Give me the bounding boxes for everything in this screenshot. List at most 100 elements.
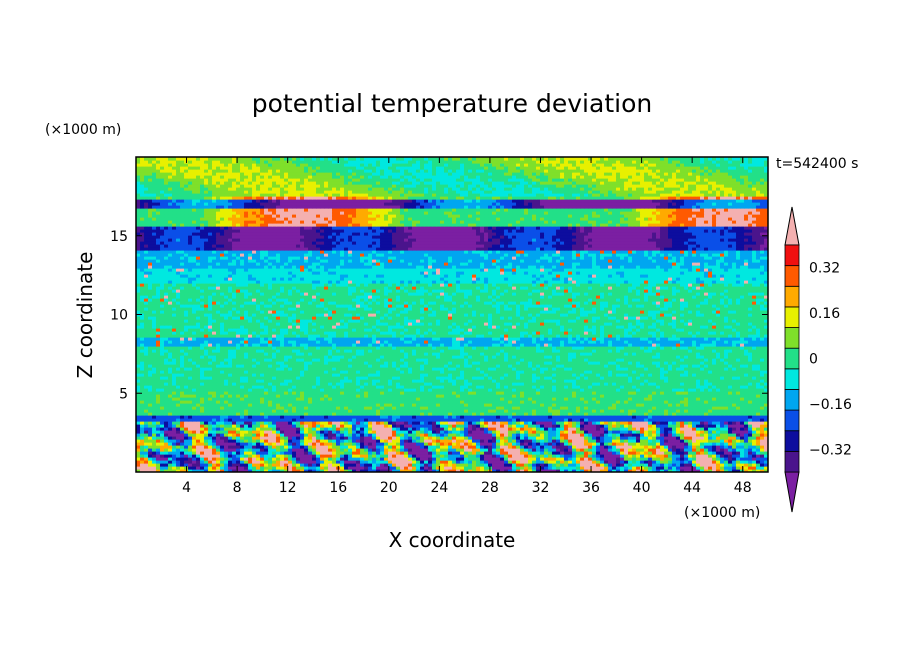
heatmap-cell (612, 460, 617, 464)
heatmap-cell (404, 463, 409, 467)
heatmap-cell (332, 460, 337, 464)
heatmap-cell (748, 451, 753, 455)
heatmap-cell (160, 466, 165, 470)
heatmap-cell (412, 466, 417, 470)
heatmap-cell (268, 448, 273, 452)
heatmap-cell (584, 445, 589, 449)
heatmap-cell (312, 457, 317, 461)
heatmap-cell (756, 448, 761, 452)
heatmap-cell (500, 457, 505, 461)
heatmap-cell (568, 445, 573, 449)
heatmap-cell (636, 463, 641, 467)
heatmap-cell (484, 445, 489, 449)
heatmap-cell (172, 460, 177, 464)
heatmap-cell (708, 460, 713, 464)
heatmap-cell (448, 463, 453, 467)
heatmap-cell (364, 445, 369, 449)
heatmap-cell (212, 457, 217, 461)
heatmap-cell (200, 445, 205, 449)
heatmap-cell (480, 460, 485, 464)
heatmap-cell (524, 457, 529, 461)
heatmap-cell (364, 466, 369, 470)
heatmap-cell (532, 451, 537, 455)
heatmap-cell (540, 463, 545, 467)
heatmap-cell (536, 457, 541, 461)
heatmap-cell (144, 451, 149, 455)
heatmap-cell (492, 457, 497, 461)
heatmap-cell (412, 451, 417, 455)
heatmap-cell (480, 448, 485, 452)
heatmap-cell (628, 454, 633, 458)
heatmap-cell (420, 469, 425, 472)
heatmap-cell (476, 469, 481, 472)
heatmap-cell (716, 448, 721, 452)
heatmap-cell (208, 448, 213, 452)
heatmap-cell (452, 466, 457, 470)
heatmap-cell (588, 469, 593, 472)
heatmap-cell (260, 451, 265, 455)
heatmap-cell (556, 442, 561, 446)
heatmap-cell (476, 466, 481, 470)
heatmap-cell (288, 457, 293, 461)
heatmap-cell (384, 466, 389, 470)
heatmap-cell (292, 466, 297, 470)
heatmap-cell (604, 463, 609, 467)
heatmap-cell (348, 451, 353, 455)
heatmap-cell (252, 457, 257, 461)
heatmap-cell (244, 463, 249, 467)
heatmap-cell (324, 445, 329, 449)
heatmap-cell (384, 445, 389, 449)
heatmap-cell (476, 445, 481, 449)
heatmap-cell (520, 442, 525, 446)
heatmap-cell (756, 457, 761, 461)
heatmap-cell (572, 460, 577, 464)
heatmap-cell (388, 469, 393, 472)
heatmap-cell (260, 448, 265, 452)
heatmap-cell (720, 451, 725, 455)
heatmap-cell (400, 466, 405, 470)
heatmap-cell (364, 454, 369, 458)
heatmap-cell (500, 448, 505, 452)
heatmap-cell (472, 457, 477, 461)
heatmap-cell (676, 451, 681, 455)
heatmap-cell (196, 466, 201, 470)
heatmap-cell (304, 460, 309, 464)
heatmap-cell (228, 448, 233, 452)
heatmap-cell (264, 463, 269, 467)
heatmap-cell (144, 445, 149, 449)
heatmap-cell (376, 454, 381, 458)
heatmap-cell (188, 457, 193, 461)
heatmap-cell (216, 445, 221, 449)
heatmap-cell (728, 451, 733, 455)
heatmap-cell (744, 466, 749, 470)
heatmap-cell (244, 451, 249, 455)
heatmap-cell (344, 442, 349, 446)
heatmap-cell (368, 469, 373, 472)
heatmap-cell (564, 463, 569, 467)
heatmap-cell (648, 451, 653, 455)
heatmap-cell (300, 451, 305, 455)
heatmap-cell (564, 457, 569, 461)
heatmap-cell (268, 457, 273, 461)
heatmap-cell (300, 445, 305, 449)
heatmap-cell (224, 454, 229, 458)
heatmap-cell (732, 445, 737, 449)
heatmap-cell (360, 457, 365, 461)
heatmap-cell (316, 457, 321, 461)
heatmap-cell (688, 466, 693, 470)
heatmap-cell (704, 463, 709, 467)
heatmap-cell (300, 469, 305, 472)
heatmap-cell (268, 454, 273, 458)
heatmap-cell (652, 454, 657, 458)
heatmap-cell (224, 466, 229, 470)
heatmap-cell (732, 463, 737, 467)
heatmap-cell (616, 463, 621, 467)
heatmap-cell (160, 469, 165, 472)
heatmap-cell (224, 469, 229, 472)
heatmap-cell (220, 463, 225, 467)
heatmap-cell (280, 466, 285, 470)
heatmap-cell (192, 460, 197, 464)
heatmap-cell (704, 445, 709, 449)
heatmap-cell (204, 442, 209, 446)
heatmap-cell (344, 460, 349, 464)
